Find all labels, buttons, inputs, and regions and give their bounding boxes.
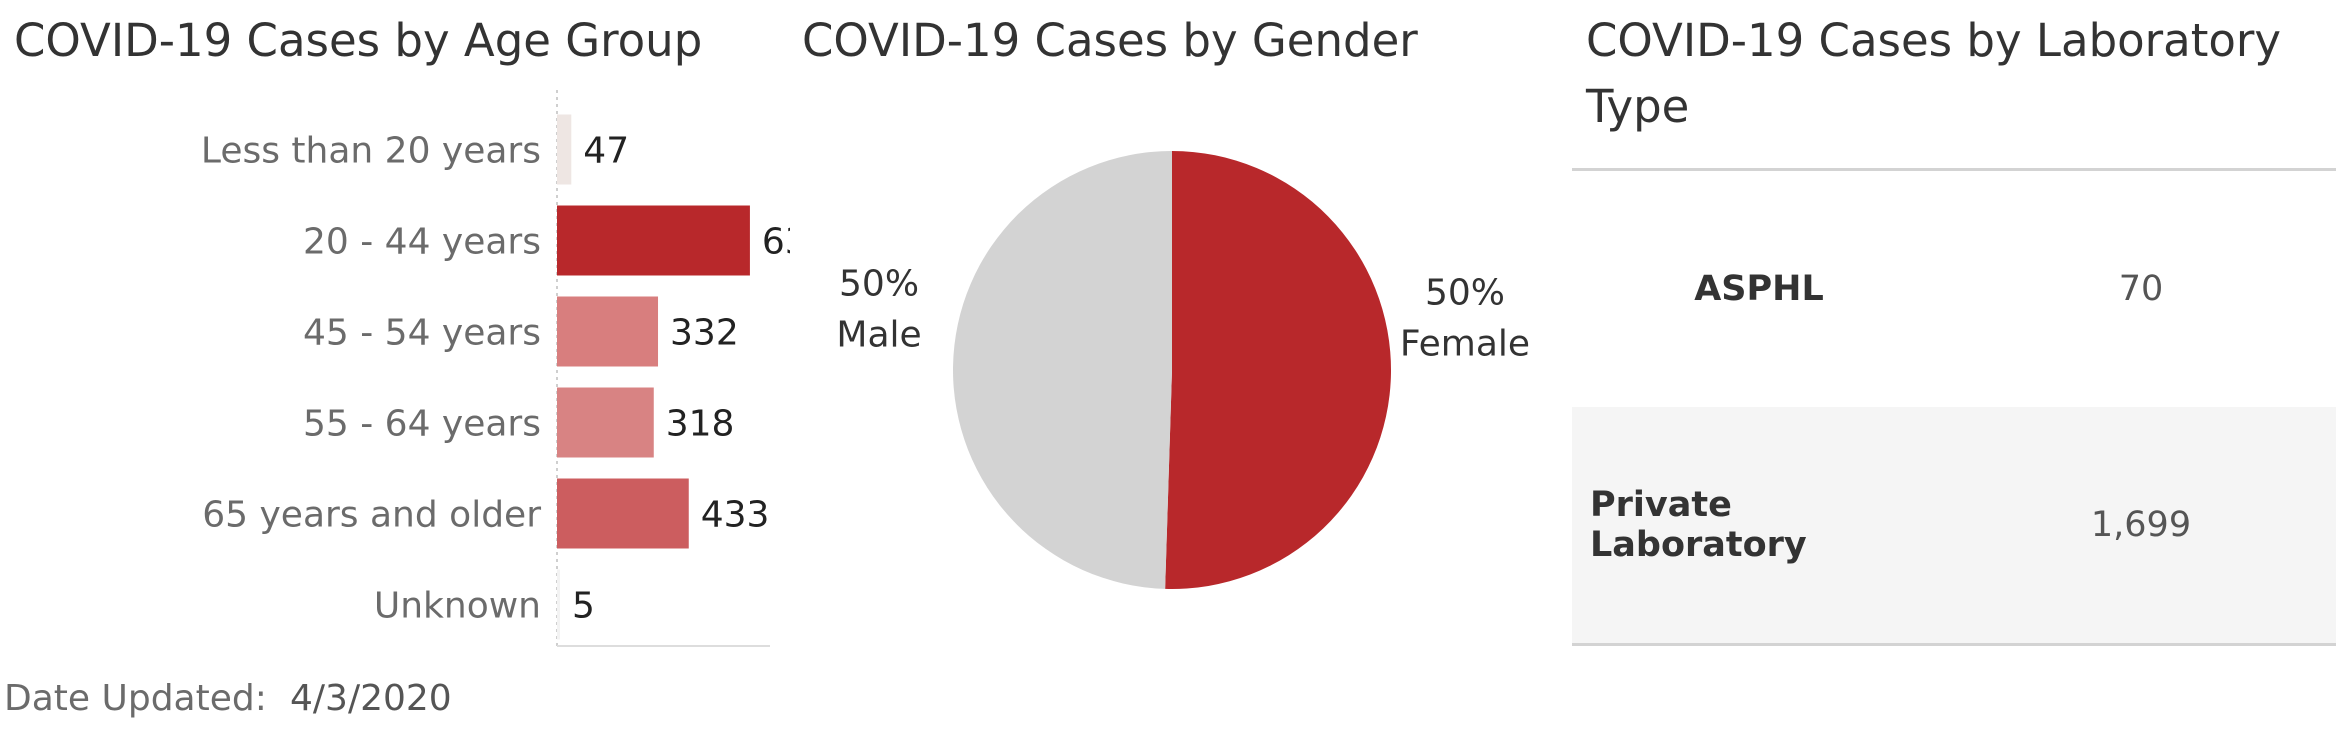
pie-category-label: Male: [836, 314, 921, 355]
date-updated-label: Date Updated:: [4, 678, 267, 719]
table-row-asphl[interactable]: ASPHL 70: [1572, 171, 2336, 407]
age-value-label: 47: [583, 131, 629, 172]
age-bar[interactable]: [557, 387, 654, 458]
gender-pie-chart: 50% Female 50% Male: [836, 151, 1530, 589]
age-value-label: 332: [670, 313, 739, 354]
age-chart-title: COVID-19 Cases by Age Group: [14, 14, 703, 67]
age-bar[interactable]: [557, 296, 659, 367]
age-bar[interactable]: [557, 478, 689, 549]
age-category-label: 55 - 64 years: [303, 404, 541, 445]
pie-percent-label: 50%: [1425, 273, 1505, 314]
age-category-label: Unknown: [374, 586, 541, 627]
age-category-label: 45 - 54 years: [303, 313, 541, 354]
lab-count: 1,699: [2090, 505, 2192, 545]
table-row-private-lab[interactable]: Private Laboratory 1,699: [1572, 407, 2336, 643]
age-bar[interactable]: [557, 114, 572, 185]
age-value-label: 5: [572, 586, 595, 627]
age-bar[interactable]: [557, 205, 750, 276]
table-bottom-rule: [1572, 643, 2336, 646]
pie-percent-label: 50%: [839, 263, 919, 304]
pie-category-label: Female: [1400, 324, 1530, 365]
lab-type-table: ASPHL 70 Private Laboratory 1,699: [1572, 168, 2336, 646]
lab-count: 70: [2118, 269, 2164, 309]
age-value-label: 433: [701, 495, 770, 536]
pie-slice-male[interactable]: [953, 151, 1172, 589]
age-category-label: Less than 20 years: [201, 131, 541, 172]
gender-chart-title: COVID-19 Cases by Gender: [802, 14, 1418, 67]
date-updated-value: 4/3/2020: [290, 678, 452, 719]
age-value-label: 318: [666, 404, 735, 445]
pie-slice-female[interactable]: [1165, 151, 1392, 589]
lab-name: ASPHL: [1694, 269, 1824, 309]
age-category-label: 20 - 44 years: [303, 222, 541, 263]
table-top-rule: [1572, 168, 2336, 171]
age-category-label: 65 years and older: [202, 495, 541, 536]
age-bar-chart: Less than 20 years 47 20 - 44 years 634 45 -…: [201, 90, 790, 647]
age-value-label: 634: [762, 222, 790, 263]
lab-table-title: COVID-19 Cases by Laboratory Type: [1586, 14, 2282, 133]
lab-name: Private Laboratory: [1590, 485, 1807, 565]
age-bar[interactable]: [557, 569, 560, 640]
